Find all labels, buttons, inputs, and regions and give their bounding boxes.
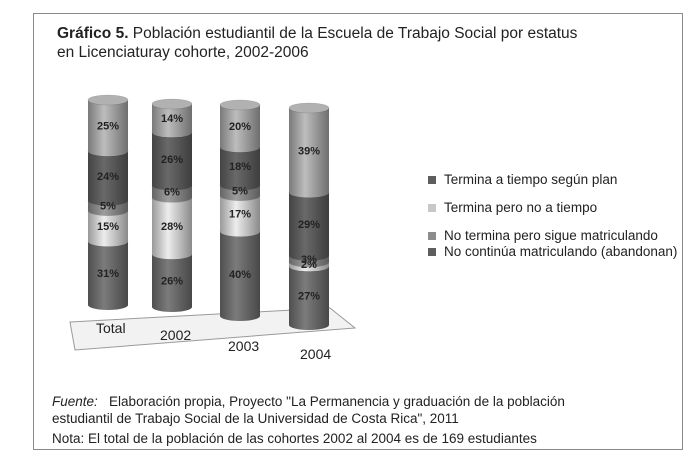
legend-text: Termina a tiempo según plan [444,172,618,187]
data-label: 17% [229,209,251,221]
data-label: 15% [97,221,119,233]
bar-segment [220,105,260,153]
legend-text: Termina pero no a tiempo [444,200,598,215]
bar-segment [220,231,260,321]
legend-swatch [428,232,436,240]
data-label: 28% [161,221,183,233]
legend-swatch [428,248,436,256]
category-label: Total [96,320,126,336]
chart-note: Nota: El total de la población de las co… [52,431,537,446]
cylinder-bar-2003: 20% 18% 5% 17% 40% [219,99,261,321]
cylinder-bar-2002: 14% 26% 6% 28% 26% [151,98,193,312]
legend-item: Termina pero no a tiempo [428,200,678,216]
bar-segment [289,266,329,330]
data-label: 26% [161,154,183,166]
chart-source: Fuente: Elaboración propia, Proyecto "La… [52,393,672,427]
source-label: Fuente: [52,394,98,409]
category-label: 2004 [300,346,331,362]
bar-segment [289,192,329,261]
data-label: 24% [97,171,119,183]
data-label: 20% [229,121,251,133]
chart-title-text: Población estudiantil de la Escuela de T… [128,25,578,42]
data-label: 27% [298,291,320,303]
chart-title-line2: en Licenciaturay cohorte, 2002-2006 [57,44,309,61]
legend-item: No termina pero sigue matriculando [428,228,678,244]
category-label: 2003 [228,338,259,354]
data-label: 5% [100,201,116,213]
data-label: 18% [229,161,251,173]
chart-legend: Termina a tiempo según plan Termina pero … [428,172,678,272]
bar-segment [88,100,128,157]
bar-segment [152,254,192,312]
data-label: 5% [232,185,248,197]
legend-item: No continúa matriculando (abandonan) [428,244,678,260]
bar-segment [220,147,260,191]
data-label: 6% [164,186,180,198]
legend-swatch [428,204,436,212]
bar-segment [88,210,128,247]
source-line2: estudiantil de Trabajo Social de la Univ… [52,411,459,426]
data-label: 31% [97,268,119,280]
bar-segment [152,197,192,260]
chart-frame [33,13,683,450]
bar-segment-cap [219,99,261,111]
category-label: 2002 [160,327,191,343]
chart-title-lead: Gráfico 5. [57,25,129,42]
data-label: 40% [229,269,251,281]
legend-text: No continúa matriculando (abandonan) [444,244,678,259]
data-label: 29% [298,219,320,231]
data-label: 26% [161,276,183,288]
data-label: 25% [97,121,119,133]
legend-swatch [428,176,436,184]
bar-segment [88,151,128,206]
cylinder-bar-total: 25% 24% 5% 15% 31% [87,94,129,310]
legend-item: Termina a tiempo según plan [428,172,678,188]
cylinder-bar-2004: 39% 29% 3%2% 27% [288,102,330,330]
bar-segment-cap [151,98,193,110]
source-line1: Elaboración propia, Proyecto "La Permane… [109,394,565,409]
bar-segment [88,241,128,310]
bar-segment-cap [288,102,330,114]
data-label: 3% [301,254,317,266]
bar-segment [220,195,260,237]
legend-text: No termina pero sigue matriculando [444,228,658,243]
bar-segment [152,132,192,191]
bar-segment [289,108,329,198]
data-label: 2% [301,259,317,271]
bar-segment-cap [87,94,129,106]
data-label: 14% [161,113,183,125]
data-label: 39% [298,145,320,157]
chart-title: Gráfico 5. Población estudiantil de la E… [57,24,657,62]
bar-segment [152,104,192,138]
